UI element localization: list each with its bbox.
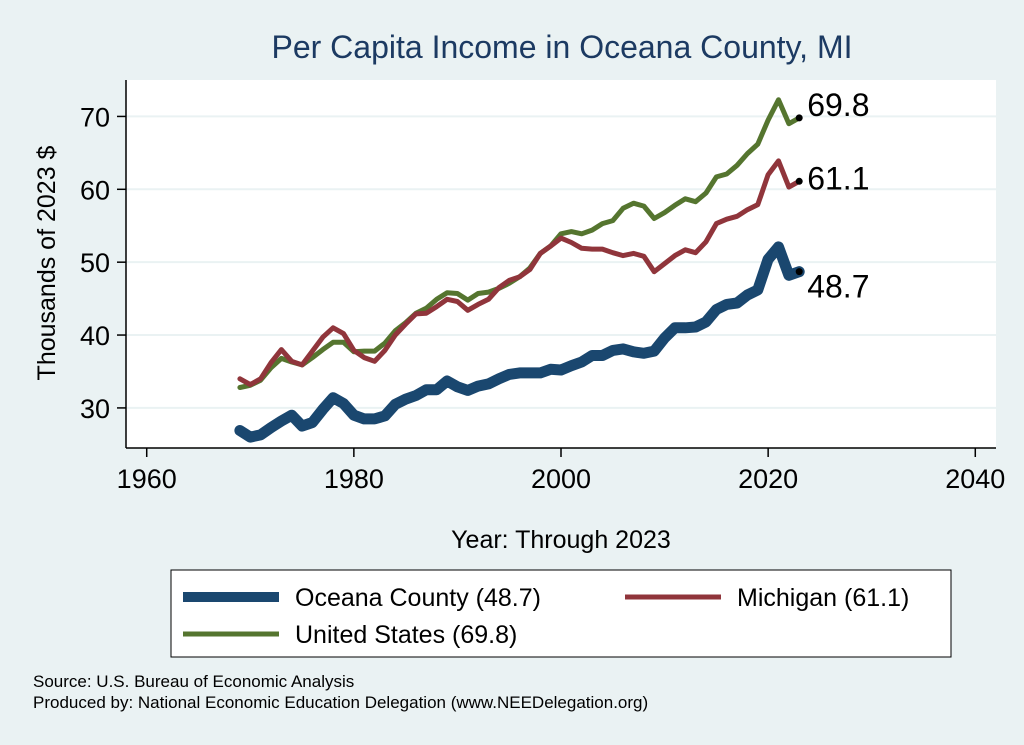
series-end-label: 48.7: [807, 269, 869, 305]
source-note: Source: U.S. Bureau of Economic Analysis: [33, 672, 354, 691]
x-tick-label: 2040: [945, 464, 1005, 494]
x-tick-label: 2000: [531, 464, 591, 494]
series-end-marker: [795, 268, 803, 276]
legend: Oceana County (48.7) Michigan (61.1) Uni…: [170, 569, 952, 658]
series-lines: [234, 97, 805, 443]
x-tick-label: 1980: [324, 464, 384, 494]
x-tick-label: 1960: [117, 464, 177, 494]
legend-label-michigan: Michigan (61.1): [737, 584, 909, 612]
y-tick-label: 40: [80, 321, 110, 351]
y-tick-label: 70: [80, 102, 110, 132]
y-axis-title: Thousands of 2023 $: [33, 145, 61, 380]
y-tick-label: 30: [80, 394, 110, 424]
series-line-1: [237, 158, 802, 388]
series-end-marker: [795, 177, 803, 185]
axes: 30 40 50 60 70 1960 1980 2000 2020 2040: [80, 80, 1005, 494]
series-end-label: 61.1: [807, 160, 869, 196]
legend-label-oceana: Oceana County (48.7): [295, 584, 541, 612]
grid-lines: [126, 115, 996, 409]
series-line-0: [234, 241, 805, 443]
series-end-marker: [795, 114, 803, 122]
legend-box: [170, 569, 952, 658]
series-end-label: 69.8: [807, 87, 869, 123]
end-labels: 48.7 61.1 69.8: [795, 87, 869, 305]
x-tick-label: 2020: [738, 464, 798, 494]
x-axis-title: Year: Through 2023: [451, 526, 671, 554]
produced-by-note: Produced by: National Economic Education…: [33, 693, 648, 712]
plot-area: [126, 80, 996, 448]
legend-label-us: United States (69.8): [295, 621, 517, 649]
y-tick-label: 50: [80, 248, 110, 278]
y-tick-label: 60: [80, 175, 110, 205]
chart-title: Per Capita Income in Oceana County, MI: [271, 29, 852, 65]
